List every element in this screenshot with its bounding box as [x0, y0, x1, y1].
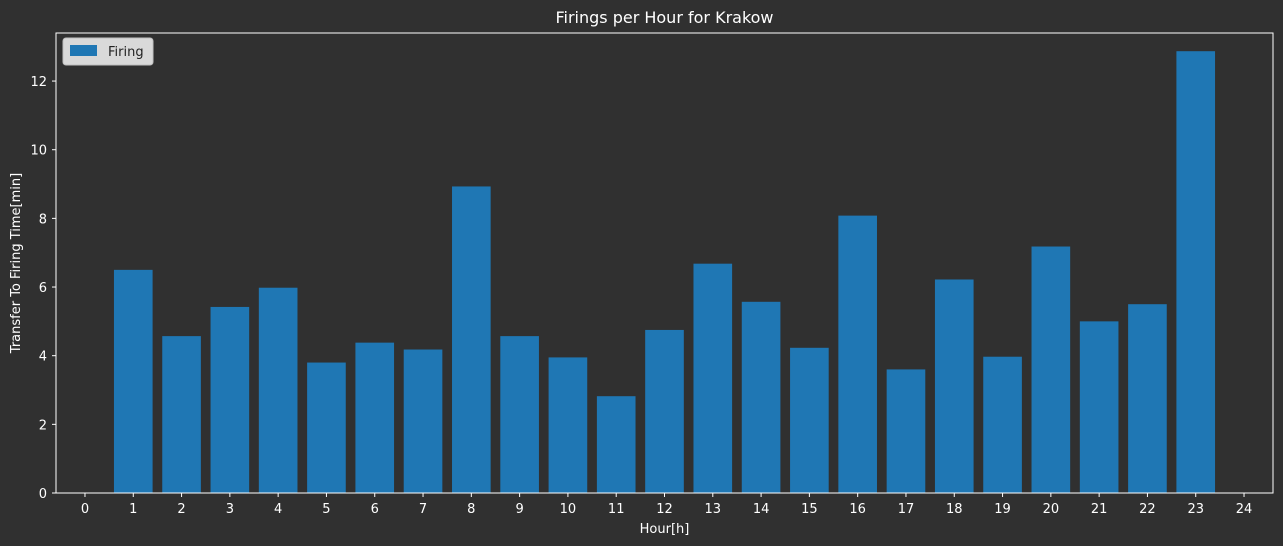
bar-hour-22 — [1128, 304, 1167, 493]
x-tick-label: 6 — [371, 502, 379, 517]
bar-hour-21 — [1079, 321, 1119, 493]
x-tick-label: 12 — [656, 502, 673, 517]
y-tick-label: 0 — [39, 487, 47, 502]
x-tick-label: 5 — [322, 502, 330, 517]
bar-hour-9 — [500, 336, 539, 493]
legend-label: Firing — [108, 45, 144, 60]
y-axis-ticks: 0 2 4 6 8 10 12 — [30, 75, 56, 502]
x-tick-label: 13 — [705, 502, 722, 517]
x-tick-label: 7 — [419, 502, 427, 517]
plot-frame — [55, 32, 1274, 494]
bar-hour-8 — [452, 186, 491, 493]
x-tick-label: 24 — [1236, 502, 1253, 517]
y-tick-label: 2 — [39, 418, 47, 433]
x-tick-label: 16 — [849, 502, 866, 517]
x-tick-label: 8 — [467, 502, 475, 517]
y-tick-label: 6 — [39, 281, 47, 296]
bar-hour-7 — [403, 349, 443, 493]
bar-hour-6 — [355, 342, 395, 493]
legend-swatch — [70, 45, 97, 56]
x-tick-label: 14 — [753, 502, 770, 517]
bar-hour-15 — [790, 347, 829, 493]
bar-hour-18 — [934, 279, 974, 493]
y-tick-label: 10 — [30, 144, 47, 159]
bar-hour-16 — [838, 215, 877, 493]
bar-hour-4 — [258, 287, 298, 493]
x-tick-label: 22 — [1139, 502, 1156, 517]
y-tick-label: 12 — [30, 75, 47, 90]
x-tick-label: 4 — [274, 502, 282, 517]
bar-hour-1 — [113, 269, 153, 493]
x-tick-label: 10 — [560, 502, 577, 517]
bar-hour-20 — [1031, 246, 1071, 493]
bar-hour-23 — [1176, 51, 1216, 493]
x-tick-label: 20 — [1043, 502, 1060, 517]
x-tick-label: 1 — [129, 502, 137, 517]
y-tick-label: 4 — [39, 350, 47, 365]
x-tick-label: 2 — [177, 502, 185, 517]
y-axis-label: Transfer To Firing Time[min] — [9, 173, 24, 354]
bar-hour-11 — [596, 396, 636, 493]
x-axis-label: Hour[h] — [640, 522, 690, 537]
x-tick-label: 0 — [81, 502, 89, 517]
x-tick-label: 9 — [515, 502, 523, 517]
x-tick-label: 19 — [994, 502, 1011, 517]
x-tick-label: 23 — [1187, 502, 1204, 517]
x-tick-label: 21 — [1091, 502, 1108, 517]
bar-hour-10 — [548, 357, 588, 493]
x-tick-label: 18 — [946, 502, 963, 517]
bar-hour-19 — [983, 356, 1022, 493]
x-tick-label: 3 — [226, 502, 234, 517]
bar-hour-12 — [645, 329, 684, 493]
y-tick-label: 8 — [39, 212, 47, 227]
legend-box — [62, 37, 154, 66]
bar-hour-14 — [741, 301, 781, 493]
legend: Firing — [62, 37, 154, 66]
x-axis-ticks: 0 1 2 3 4 5 6 7 8 9 10 11 12 13 14 15 16 17 18 19 20 21 22 23 24 — [81, 493, 1252, 517]
x-tick-label: 11 — [608, 502, 625, 517]
bar-hour-17 — [886, 369, 926, 493]
chart-title: Firings per Hour for Krakow — [555, 8, 773, 27]
bars-group — [113, 51, 1216, 493]
x-tick-label: 17 — [898, 502, 915, 517]
bar-hour-3 — [210, 306, 250, 493]
x-tick-label: 15 — [801, 502, 818, 517]
bar-hour-13 — [693, 263, 733, 493]
bar-hour-2 — [162, 336, 201, 493]
bar-hour-5 — [307, 362, 346, 493]
